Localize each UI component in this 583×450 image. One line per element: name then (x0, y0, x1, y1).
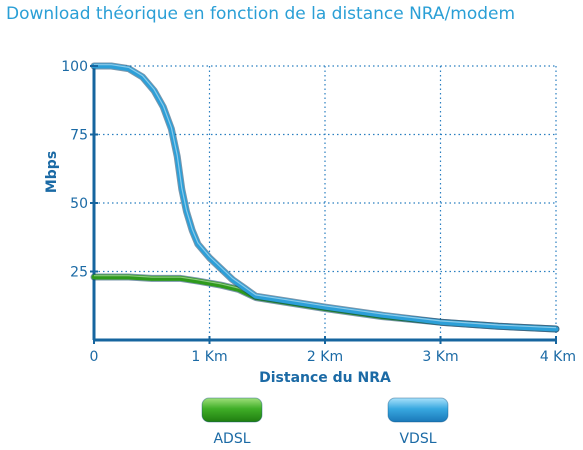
legend-item-adsl: ADSL (201, 397, 263, 447)
series-adsl-outline (90, 273, 560, 333)
series-vdsl-line (90, 62, 560, 333)
x-tick-label-4: 4 Km (540, 349, 576, 365)
x-tick-label-2: 2 Km (307, 349, 343, 365)
y-tick-label-3: 100 (61, 59, 88, 75)
y-tick-label-0: 25 (70, 265, 88, 281)
y-tick-label-2: 75 (70, 128, 88, 144)
series-vdsl-highlight (94, 64, 557, 329)
y-tick-label-1: 50 (70, 196, 88, 212)
legend-label-vdsl: VDSL (399, 431, 436, 447)
chart-title: Download théorique en fonction de la dis… (6, 4, 516, 24)
legend-swatch-vdsl (387, 397, 449, 423)
series-adsl-path (91, 274, 559, 332)
legend-item-vdsl: VDSL (387, 397, 449, 447)
series-adsl-line (90, 273, 560, 333)
x-tick-label-0: 0 (90, 349, 99, 365)
x-tick-label-1: 1 Km (191, 349, 227, 365)
x-tick-label-3: 3 Km (422, 349, 458, 365)
x-axis-title: Distance du NRA (259, 370, 391, 386)
y-axis-title: Mbps (44, 151, 60, 193)
series-vdsl-path (91, 63, 559, 332)
legend-label-adsl: ADSL (213, 431, 250, 447)
legend-swatch-adsl (201, 397, 263, 423)
